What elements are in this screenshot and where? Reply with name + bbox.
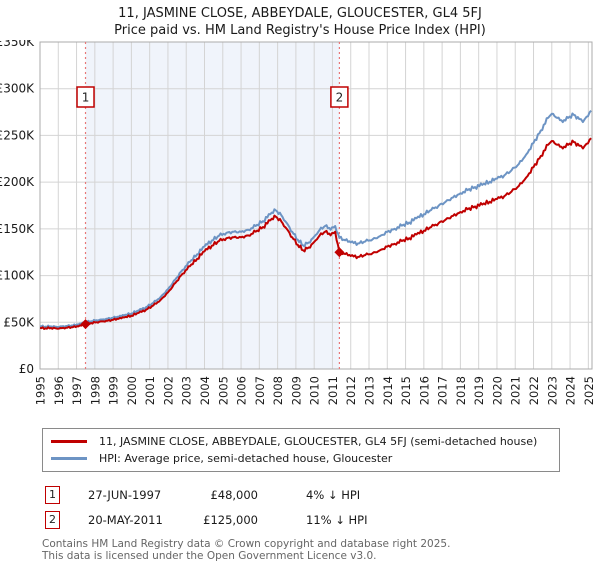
price-history-chart: 1 2 £0 £50K £100K £150K £200K £250K £300K £350K 19… — [0, 40, 600, 425]
chart-subtitle: Price paid vs. HM Land Registry's House … — [0, 22, 600, 40]
x-tick-label: 2014 — [381, 376, 395, 405]
sale-row-1: 1 27-JUN-1997 £48,000 4% ↓ HPI — [45, 482, 600, 507]
sale-2-marker-box: 2 — [45, 511, 60, 529]
hpi-series-swatch — [51, 457, 87, 460]
x-tick-label: 2003 — [180, 376, 194, 405]
x-tick-label: 1997 — [70, 376, 84, 405]
chart-legend: 11, JASMINE CLOSE, ABBEYDALE, GLOUCESTER… — [42, 428, 560, 472]
price-series-label: 11, JASMINE CLOSE, ABBEYDALE, GLOUCESTER… — [99, 435, 537, 448]
sale-1-marker-box: 1 — [45, 486, 60, 504]
y-tick-label: £300K — [0, 82, 35, 96]
sale-2-hpi-note: 11% ↓ HPI — [306, 513, 367, 527]
x-tick-label: 2006 — [235, 376, 249, 405]
chart-title: 11, JASMINE CLOSE, ABBEYDALE, GLOUCESTER… — [0, 5, 600, 22]
sale-1-flag-number: 1 — [82, 91, 90, 105]
x-tick-label: 2001 — [143, 376, 157, 405]
sale-annotations: 1 27-JUN-1997 £48,000 4% ↓ HPI 2 20-MAY-… — [45, 482, 600, 532]
x-tick-label: 1999 — [107, 376, 121, 405]
x-tick-label: 1998 — [88, 376, 102, 405]
footer-line-1: Contains HM Land Registry data © Crown c… — [42, 539, 600, 551]
sale-2-flag-number: 2 — [336, 91, 344, 105]
x-tick-label: 2011 — [326, 376, 340, 405]
y-tick-label: £250K — [0, 128, 35, 142]
y-tick-label: £350K — [0, 40, 35, 49]
x-tick-label: 2004 — [198, 376, 212, 405]
x-tick-label: 2012 — [344, 376, 358, 405]
x-tick-label: 2010 — [308, 376, 322, 405]
hpi-series-label: HPI: Average price, semi-detached house,… — [99, 452, 392, 465]
x-tick-label: 2009 — [289, 376, 303, 405]
x-tick-label: 2023 — [545, 376, 559, 405]
legend-row-hpi: HPI: Average price, semi-detached house,… — [51, 450, 551, 467]
x-tick-label: 2024 — [564, 376, 578, 405]
y-tick-label: £150K — [0, 222, 35, 236]
x-tick-label: 2002 — [161, 376, 175, 405]
y-tick-label: £0 — [19, 362, 34, 376]
y-tick-label: £100K — [0, 269, 35, 283]
sale-2-price: £125,000 — [200, 513, 258, 527]
x-tick-label: 2000 — [125, 376, 139, 405]
x-tick-label: 2020 — [490, 376, 504, 405]
x-tick-label: 1996 — [52, 376, 66, 405]
sale-1-price: £48,000 — [200, 488, 258, 502]
x-tick-label: 2018 — [454, 376, 468, 405]
sale-1-hpi-note: 4% ↓ HPI — [306, 488, 360, 502]
sale-2-date: 20-MAY-2011 — [88, 513, 200, 527]
y-tick-label: £50K — [3, 315, 35, 329]
license-footer: Contains HM Land Registry data © Crown c… — [42, 539, 600, 562]
x-tick-label: 2016 — [417, 376, 431, 405]
x-tick-label: 1995 — [34, 376, 48, 405]
x-tick-label: 2025 — [582, 376, 596, 405]
y-tick-label: £200K — [0, 175, 35, 189]
x-tick-label: 2008 — [271, 376, 285, 405]
x-tick-label: 2013 — [363, 376, 377, 405]
x-tick-label: 2017 — [436, 376, 450, 405]
between-sales-shading — [86, 42, 340, 369]
title-block: 11, JASMINE CLOSE, ABBEYDALE, GLOUCESTER… — [0, 0, 600, 40]
x-tick-label: 2005 — [216, 376, 230, 405]
x-tick-label: 2021 — [509, 376, 523, 405]
x-tick-label: 2019 — [472, 376, 486, 405]
sale-1-date: 27-JUN-1997 — [88, 488, 200, 502]
x-tick-label: 2022 — [527, 376, 541, 405]
price-series-swatch — [51, 440, 87, 443]
sale-row-2: 2 20-MAY-2011 £125,000 11% ↓ HPI — [45, 507, 600, 532]
x-tick-label: 2007 — [253, 376, 267, 405]
x-tick-label: 2015 — [399, 376, 413, 405]
legend-row-price: 11, JASMINE CLOSE, ABBEYDALE, GLOUCESTER… — [51, 433, 551, 450]
footer-line-2: This data is licensed under the Open Gov… — [42, 551, 600, 562]
